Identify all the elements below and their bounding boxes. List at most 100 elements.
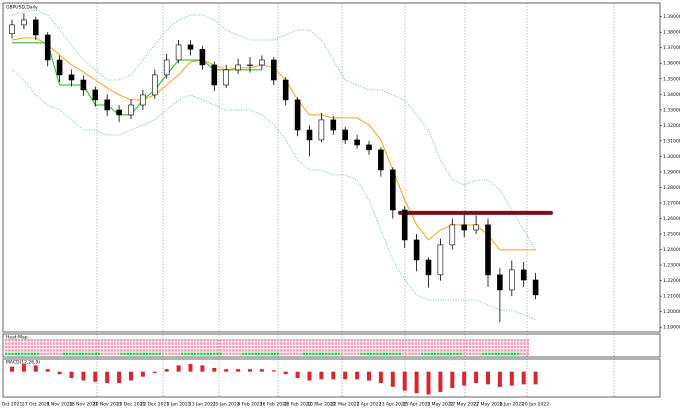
heat-cell <box>456 345 459 349</box>
heat-cell <box>488 339 491 342</box>
heat-cell <box>206 349 209 352</box>
heat-cell <box>193 342 197 345</box>
heat-cell <box>177 342 181 345</box>
heat-cell <box>165 342 168 345</box>
heat-cell <box>107 352 110 355</box>
heat-cell <box>142 349 145 352</box>
heat-cell <box>117 339 120 342</box>
heat-cell <box>225 339 229 342</box>
heat-cell <box>200 345 203 349</box>
heat-cell <box>315 345 318 349</box>
heat-cell <box>254 339 257 342</box>
heat-cell <box>382 352 385 355</box>
heat-cell <box>510 352 513 355</box>
heat-cell <box>277 352 280 355</box>
heat-cell <box>312 349 315 352</box>
heat-cell <box>241 352 245 355</box>
heat-cell <box>56 349 59 352</box>
heat-cell <box>59 352 62 355</box>
heat-cell <box>213 349 216 352</box>
heat-cell <box>363 339 366 342</box>
heat-cell <box>315 352 318 355</box>
heat-cell <box>120 342 123 345</box>
heat-cell <box>142 345 145 349</box>
y-tick-label: 1.37000 <box>663 45 680 51</box>
heat-cell <box>465 345 469 349</box>
heat-cell <box>325 352 328 355</box>
heat-cell <box>318 339 321 342</box>
heat-cell <box>440 349 443 352</box>
heat-cell <box>155 345 158 349</box>
heat-cell <box>72 352 75 355</box>
heat-cell <box>235 352 238 355</box>
heat-cell <box>453 349 456 352</box>
heat-cell <box>421 349 424 352</box>
heat-cell <box>369 339 373 342</box>
heat-cell <box>75 349 78 352</box>
heat-cell <box>437 345 440 349</box>
heat-cell <box>46 345 49 349</box>
heat-cell <box>344 352 347 355</box>
heat-cell <box>81 349 85 352</box>
heat-cell <box>446 342 449 345</box>
heat-cell <box>433 342 437 345</box>
heat-cell <box>289 345 293 349</box>
heat-cell <box>81 352 85 355</box>
heat-cell <box>328 352 331 355</box>
heat-cell <box>376 342 379 345</box>
heat-cell <box>94 342 97 345</box>
heat-cell <box>14 352 17 355</box>
heat-cell <box>305 339 309 342</box>
heat-cell <box>37 352 40 355</box>
heat-cell <box>113 352 117 355</box>
heat-cell <box>517 349 520 352</box>
heat-cell <box>296 345 299 349</box>
heat-cell <box>213 345 216 349</box>
heat-cell <box>325 345 328 349</box>
heat-cell <box>30 345 33 349</box>
heat-cell <box>491 352 494 355</box>
heat-cell <box>433 339 437 342</box>
osc-bar <box>259 369 264 372</box>
heat-cell <box>459 345 462 349</box>
heat-cell <box>254 349 257 352</box>
heat-cell <box>318 345 321 349</box>
heat-cell <box>408 339 411 342</box>
heat-cell <box>219 339 222 342</box>
heat-cell <box>62 342 65 345</box>
heat-cell <box>203 339 206 342</box>
x-tick-label: Oct 2021 <box>2 402 23 408</box>
heat-cell <box>379 339 382 342</box>
heat-cell <box>347 342 350 345</box>
heat-cell <box>43 339 46 342</box>
heat-cell <box>424 349 427 352</box>
heat-cell <box>293 339 296 342</box>
heat-cell <box>72 345 75 349</box>
heat-cell <box>494 349 497 352</box>
heat-cell <box>238 345 241 349</box>
heat-cell <box>62 349 65 352</box>
heat-cell <box>24 352 27 355</box>
heat-cell <box>331 339 334 342</box>
heat-cell <box>56 342 59 345</box>
heat-cell <box>465 339 469 342</box>
heat-cell <box>286 349 289 352</box>
heat-cell <box>155 352 158 355</box>
heat-cell <box>101 352 104 355</box>
heat-cell <box>517 342 520 345</box>
heat-cell <box>200 339 203 342</box>
heat-cell <box>187 349 190 352</box>
heat-cell <box>193 349 197 352</box>
heat-cell <box>395 345 398 349</box>
candle-body <box>9 24 15 35</box>
heat-cell <box>286 345 289 349</box>
heat-cell <box>513 352 517 355</box>
heat-cell <box>251 349 254 352</box>
candle-body <box>116 109 122 116</box>
heat-cell <box>305 345 309 349</box>
heat-cell <box>357 349 360 352</box>
heat-cell <box>302 339 305 342</box>
heat-cell <box>392 339 395 342</box>
heat-cell <box>296 349 299 352</box>
